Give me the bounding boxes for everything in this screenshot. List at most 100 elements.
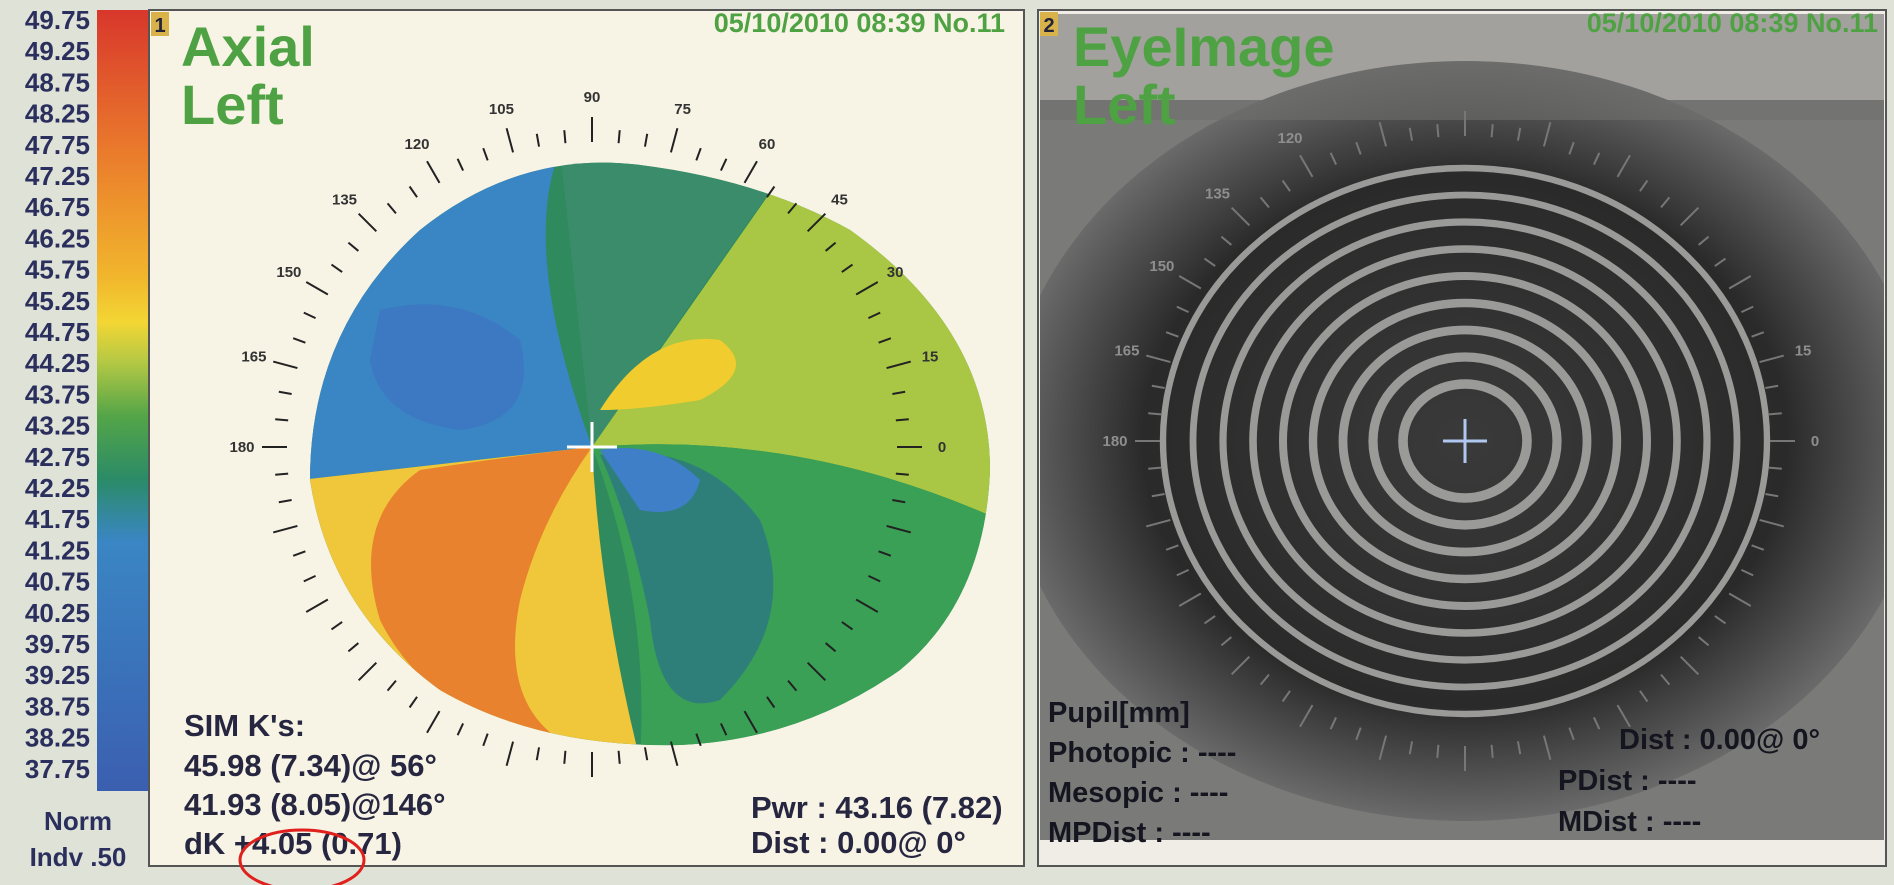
angle-label: 165	[241, 348, 266, 365]
tick-mark	[535, 747, 541, 761]
tick-mark	[408, 696, 418, 709]
angle-label: 0	[938, 439, 946, 456]
sim-k-line: 41.93 (8.05)@146°	[184, 787, 446, 822]
tick-mark	[1542, 735, 1552, 761]
angle-label: 150	[276, 264, 301, 281]
tick-mark	[1714, 615, 1727, 625]
panel-number: 1	[154, 15, 165, 37]
tick-mark	[895, 472, 909, 476]
tick-mark	[787, 680, 798, 692]
pupil-line: Photopic : ----	[1048, 737, 1236, 769]
tick-mark	[1698, 636, 1710, 647]
tick-mark	[1490, 744, 1494, 758]
tick-mark	[456, 158, 465, 171]
tick-mark	[1698, 235, 1710, 246]
power-line: Pwr : 43.16 (7.82)	[751, 790, 1003, 825]
angle-label: 15	[922, 348, 939, 365]
tick-mark	[766, 696, 776, 709]
tick-mark	[643, 747, 649, 761]
tick-mark	[787, 202, 798, 214]
tick-mark	[426, 710, 441, 734]
angle-label: 90	[584, 89, 601, 106]
tick-mark	[535, 133, 541, 147]
placido-ring	[1219, 218, 1711, 664]
center-cross	[567, 422, 617, 472]
tick-mark	[1751, 544, 1765, 551]
angle-label: 165	[1114, 342, 1139, 359]
panel-number: 2	[1043, 15, 1054, 37]
angle-label: 150	[1149, 258, 1174, 275]
datetime: 05/10/2010 08:39 No.11	[714, 8, 1005, 38]
tick-mark	[330, 263, 343, 273]
pupil-line: Pupil[mm]	[1048, 697, 1190, 729]
tick-mark	[1178, 592, 1202, 607]
tick-mark	[1714, 257, 1727, 267]
scale-label: 40.25	[25, 598, 90, 628]
tick-mark	[1165, 544, 1179, 551]
tick-mark	[1490, 124, 1494, 138]
tick-mark	[1516, 741, 1522, 755]
highlight-circle	[238, 828, 366, 885]
tick-mark	[1329, 717, 1338, 730]
tick-mark	[563, 130, 567, 144]
tick-mark	[1759, 354, 1785, 364]
scale-label: 43.75	[25, 379, 90, 409]
tick-mark	[1728, 275, 1752, 290]
tick-mark	[278, 498, 292, 504]
tick-mark	[643, 133, 649, 147]
placido-ring	[1308, 298, 1622, 584]
tick-mark	[1176, 568, 1189, 577]
tick-mark	[855, 281, 879, 296]
tick-mark	[878, 337, 892, 344]
angle-label: 135	[1205, 186, 1230, 203]
tick-mark	[1592, 152, 1601, 165]
tick-mark	[1765, 492, 1779, 498]
datetime: 05/10/2010 08:39 No.11	[1587, 8, 1878, 38]
tick-mark	[1329, 152, 1338, 165]
angle-label: 30	[887, 264, 904, 281]
tick-mark	[1165, 331, 1179, 338]
tick-mark	[1230, 655, 1251, 676]
tick-mark	[825, 642, 837, 653]
angle-label: 45	[831, 192, 848, 209]
panel-number-bg	[1040, 12, 1058, 36]
tick-mark	[1741, 305, 1754, 314]
tick-mark	[1679, 655, 1700, 676]
placido-ring	[1398, 379, 1532, 503]
tick-mark	[1230, 206, 1251, 227]
scale-label: 41.25	[25, 535, 90, 565]
angle-label: 0	[1811, 433, 1819, 450]
tick-mark	[482, 147, 489, 161]
tick-mark	[743, 160, 758, 184]
tick-mark	[895, 418, 909, 422]
tick-mark	[1281, 690, 1291, 703]
tick-mark	[1639, 690, 1649, 703]
tick-mark	[386, 202, 397, 214]
tick-mark	[719, 158, 728, 171]
eye-image	[1040, 14, 1884, 840]
tick-mark	[1151, 384, 1165, 390]
tick-mark	[1145, 354, 1171, 364]
tick-mark	[272, 524, 298, 534]
tick-mark	[1220, 235, 1232, 246]
eye-center-cross	[1443, 419, 1487, 463]
scale-label: 45.25	[25, 286, 90, 316]
tick-mark	[868, 574, 881, 583]
dist-line: MDist : ----	[1558, 806, 1701, 838]
tick-mark	[303, 574, 316, 583]
tick-mark	[1568, 141, 1575, 155]
tick-mark	[1436, 124, 1440, 138]
scale-label: 47.25	[25, 161, 90, 191]
scale-norm: Norm	[44, 806, 112, 836]
scale-label: 46.75	[25, 192, 90, 222]
tick-mark	[892, 498, 906, 504]
sim-k-line: 45.98 (7.34)@ 56°	[184, 748, 437, 783]
tick-mark	[1568, 727, 1575, 741]
tick-mark	[868, 311, 881, 320]
panel-number-bg	[151, 12, 169, 36]
placido-ring	[1159, 164, 1771, 718]
placido-ring	[1279, 272, 1651, 610]
tick-mark	[303, 311, 316, 320]
